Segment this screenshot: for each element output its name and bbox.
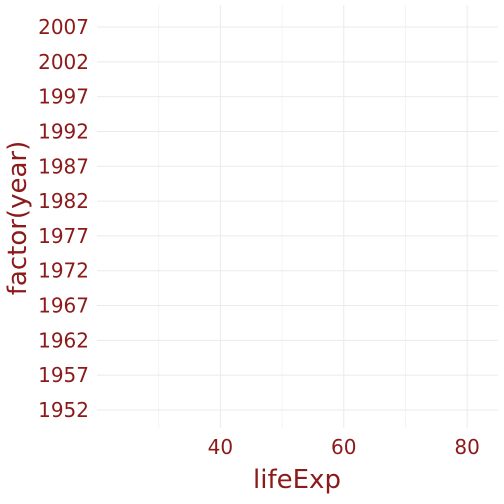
y-tick-label: 1972 xyxy=(38,259,89,283)
x-tick-label: 80 xyxy=(454,435,479,459)
y-tick-label: 1967 xyxy=(38,294,89,318)
y-tick-label: 1987 xyxy=(38,154,89,178)
x-tick-label: 40 xyxy=(208,435,233,459)
y-axis-title: factor(year) xyxy=(3,141,33,295)
grid-minor xyxy=(158,5,406,428)
y-tick-label: 1977 xyxy=(38,224,89,248)
y-tick-label: 1957 xyxy=(38,363,89,387)
y-tick-label: 1952 xyxy=(38,398,89,422)
x-axis-title: lifeExp xyxy=(253,465,341,495)
y-tick-label: 2002 xyxy=(38,50,89,74)
y-axis-tick-labels: 1952 1957 1962 1967 1972 1977 1982 1987 1992 1997… xyxy=(38,15,89,422)
y-tick-label: 1997 xyxy=(38,85,89,109)
x-axis-tick-labels: 40 60 80 xyxy=(208,435,480,459)
y-tick-label: 1962 xyxy=(38,328,89,352)
y-tick-label: 1992 xyxy=(38,119,89,143)
grid-major xyxy=(97,5,498,428)
x-tick-label: 60 xyxy=(331,435,356,459)
y-tick-label: 2007 xyxy=(38,15,89,39)
y-tick-label: 1982 xyxy=(38,189,89,213)
